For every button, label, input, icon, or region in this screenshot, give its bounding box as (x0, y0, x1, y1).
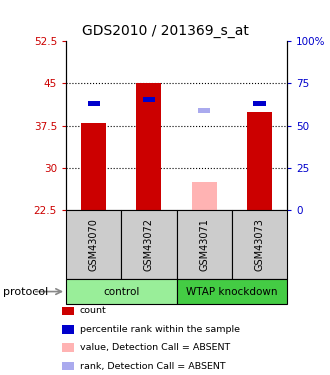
Text: control: control (103, 286, 140, 297)
Bar (192, 182, 216, 210)
Bar (62, 362, 74, 370)
Bar (66, 210, 121, 279)
Bar (66, 279, 177, 304)
Bar (137, 84, 161, 210)
Text: GSM43073: GSM43073 (254, 218, 264, 271)
Text: percentile rank within the sample: percentile rank within the sample (80, 325, 240, 334)
Bar (121, 210, 177, 279)
Bar (247, 112, 272, 210)
Bar (143, 97, 155, 102)
Bar (62, 344, 74, 352)
Text: GSM43071: GSM43071 (199, 218, 209, 271)
Bar (62, 307, 74, 315)
Bar (62, 325, 74, 333)
Text: value, Detection Call = ABSENT: value, Detection Call = ABSENT (80, 343, 230, 352)
Bar (232, 210, 287, 279)
Text: WTAP knockdown: WTAP knockdown (186, 286, 278, 297)
Bar (81, 123, 106, 210)
Bar (177, 210, 232, 279)
Bar (177, 279, 287, 304)
Bar (198, 108, 210, 113)
Text: rank, Detection Call = ABSENT: rank, Detection Call = ABSENT (80, 362, 225, 370)
Text: count: count (80, 306, 107, 315)
Bar (87, 100, 100, 106)
Bar (253, 100, 266, 106)
Text: GDS2010 / 201369_s_at: GDS2010 / 201369_s_at (82, 24, 248, 38)
Text: protocol: protocol (3, 286, 49, 297)
Text: GSM43072: GSM43072 (144, 218, 154, 271)
Text: GSM43070: GSM43070 (89, 218, 99, 271)
